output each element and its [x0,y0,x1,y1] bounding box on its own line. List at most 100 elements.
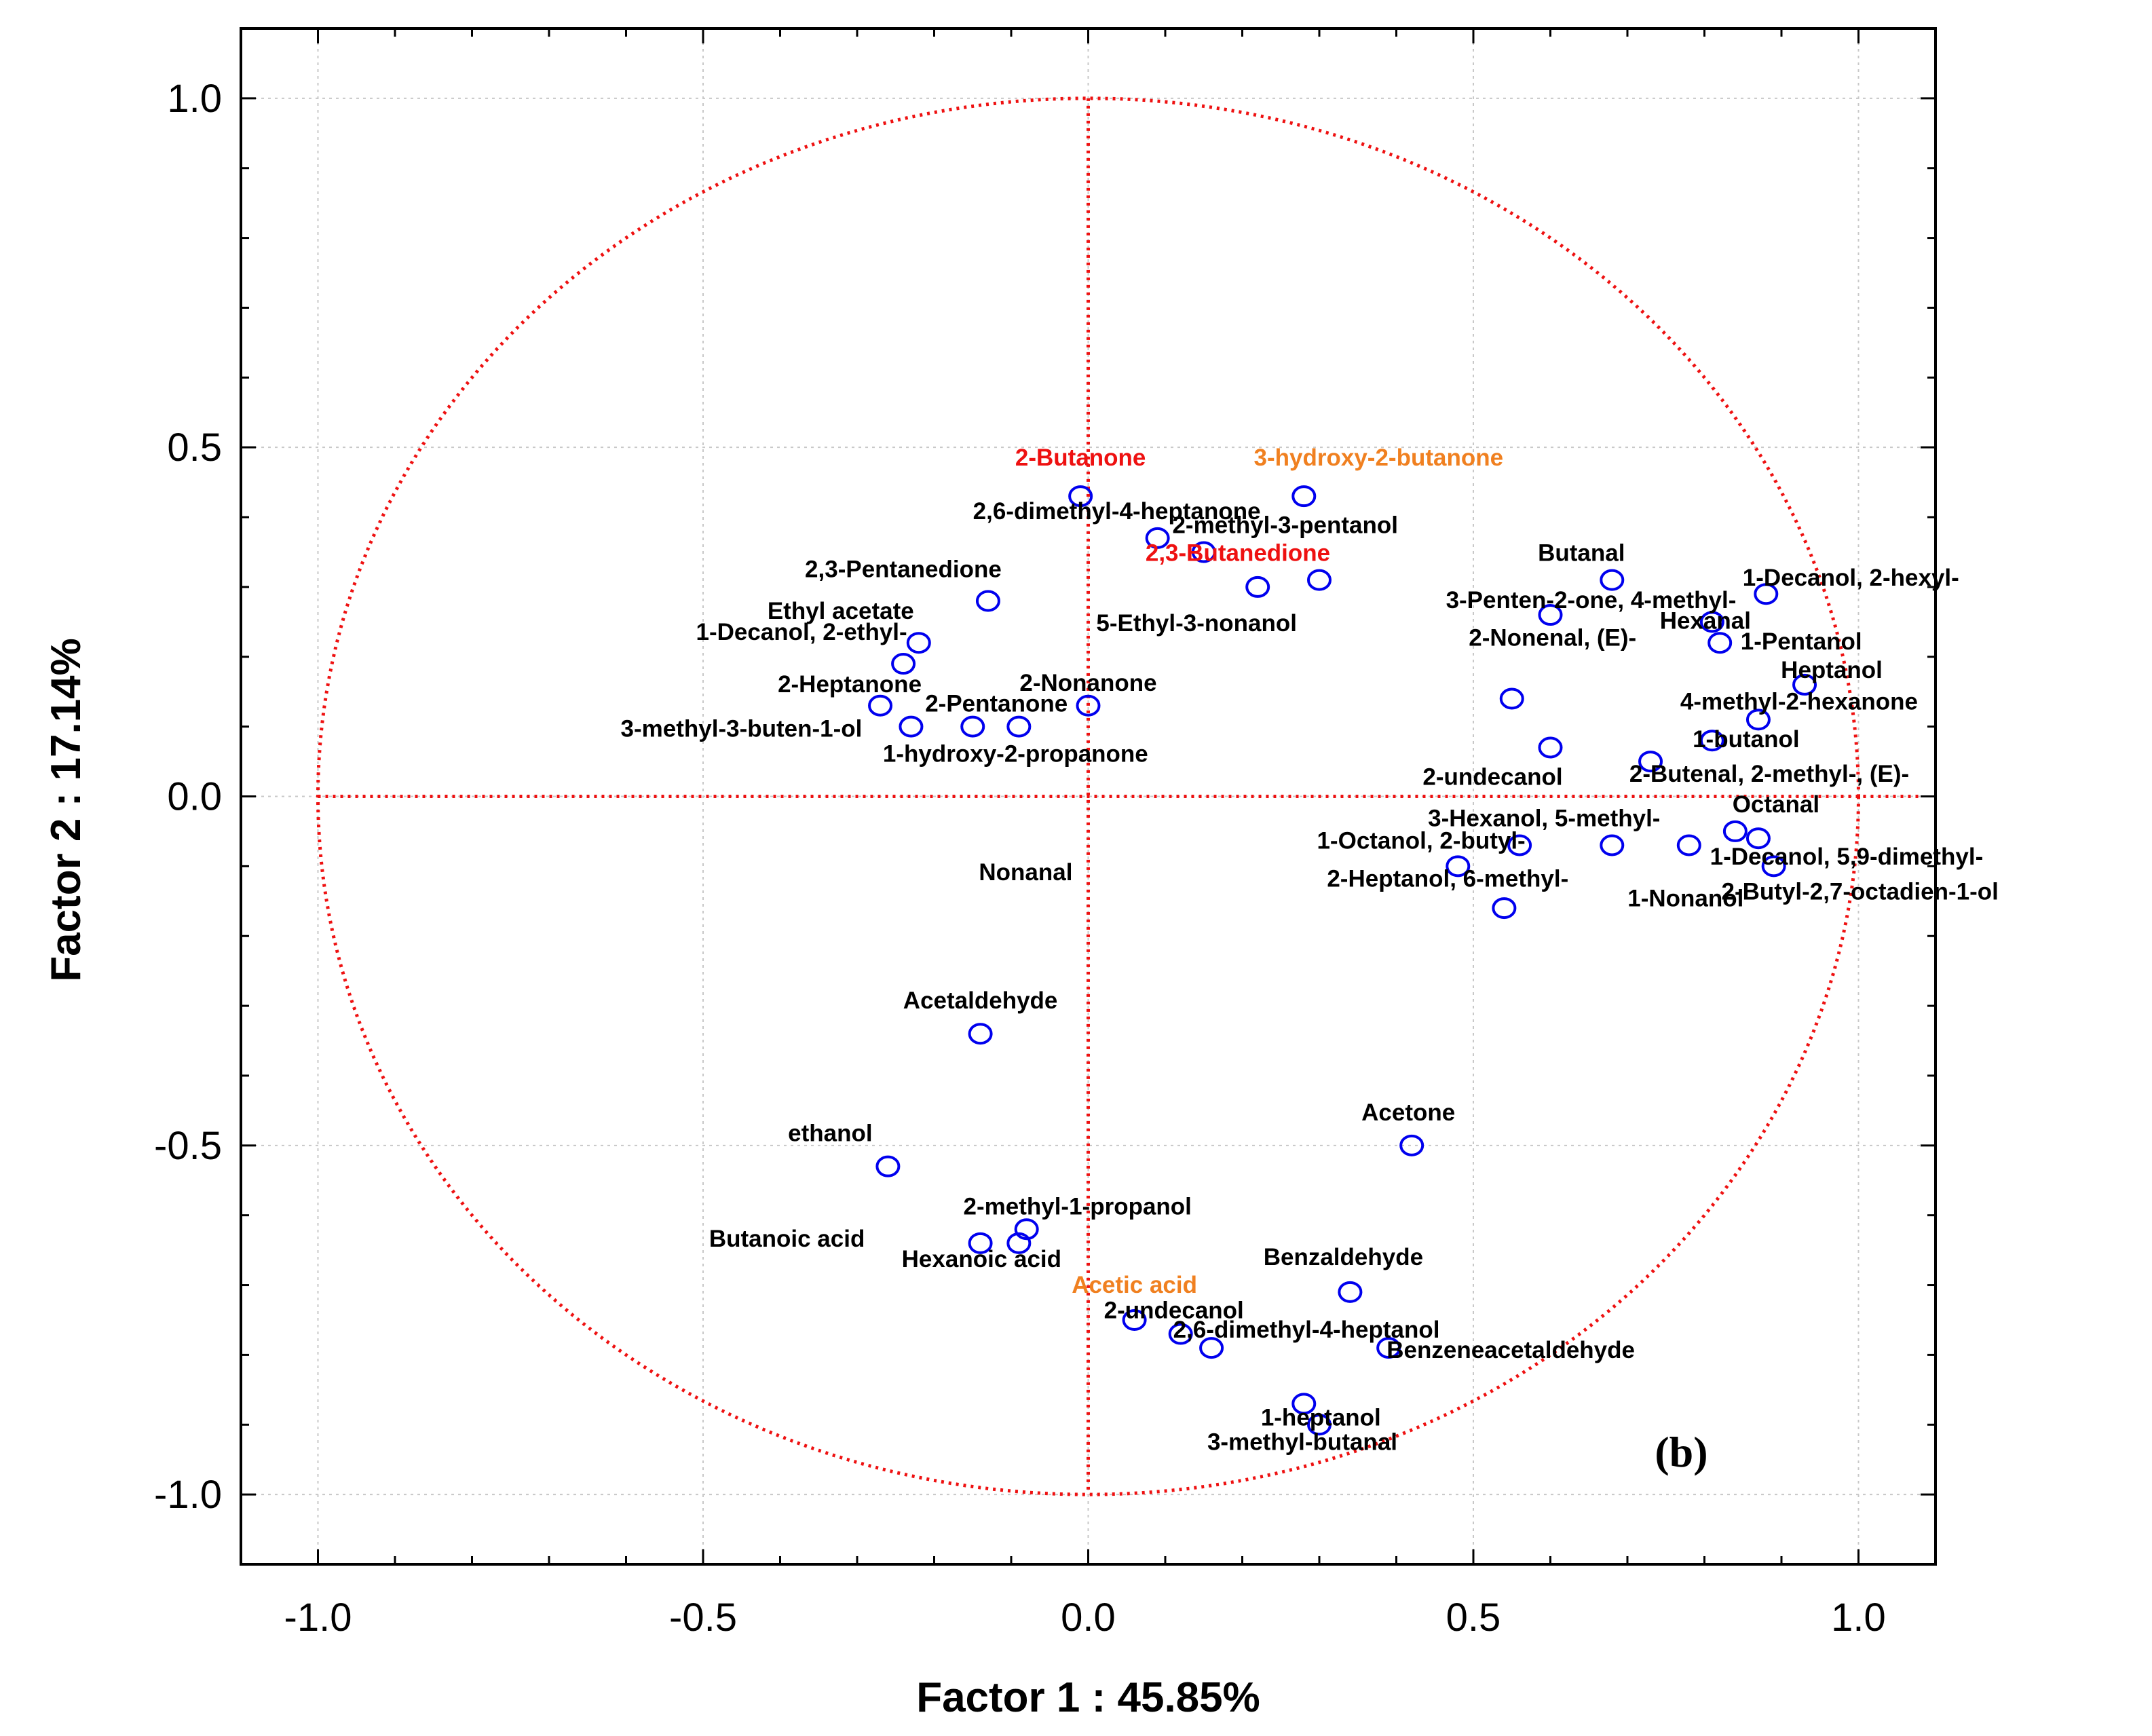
data-point [1761,855,1786,878]
data-label: Hexanoic acid [902,1246,1061,1272]
axis-ticks: -1.0 -0.5 0.0 0.5 1.0 1.0 0.5 0.0 -0.5 -1.0 [154,27,1937,1640]
data-point [1507,834,1532,856]
data-label: 3-methyl-butanal [1207,1429,1397,1455]
x-tick-label: -0.5 [669,1596,737,1640]
data-label: 2-Butyl-2,7-octadien-1-ol [1721,878,1998,905]
data-label: Octanal [1733,791,1819,818]
data-label: 1-hydroxy-2-propanone [883,741,1148,768]
data-label: 2,3-Butanedione [1146,540,1330,567]
data-point [1006,715,1032,738]
data-point [1376,1337,1401,1359]
data-label: 1-Decanol, 5,9-dimethyl- [1710,844,1984,870]
data-point [1014,1218,1039,1241]
data-label: 2-undecanol [1422,763,1562,790]
data-label: 1-Decanol, 2-ethyl- [696,619,907,645]
data-label: 2-Butanone [1015,445,1146,471]
data-label: 3-methyl-3-buten-1-ol [621,716,863,742]
data-label: 2,3-Pentanedione [805,556,1002,582]
data-point [1199,1337,1224,1359]
x-tick-label: 0.0 [1061,1596,1116,1640]
x-tick-label: 0.5 [1446,1596,1501,1640]
data-point [1307,1414,1332,1436]
x-axis-title: Factor 1 : 45.85% [916,1674,1260,1721]
data-label: 2-Nonanone [1019,670,1156,696]
data-label: Butanal [1538,540,1625,567]
x-tick-label: -1.0 [284,1596,352,1640]
data-label: 1-Nonanol [1627,886,1743,912]
data-point [891,653,916,675]
data-label: Benzaldehyde [1264,1244,1423,1270]
data-point [1399,1134,1424,1156]
y-tick-label: -1.0 [154,1473,222,1517]
data-point [1676,834,1701,856]
data-label: Acetic acid [1072,1272,1197,1298]
data-point [1492,897,1517,920]
data-point [1638,751,1663,773]
data-label: 1-Octanol, 2-butyl- [1317,828,1525,854]
data-point [1538,604,1563,626]
y-tick-label: 0.0 [167,775,222,819]
data-label: Ethyl acetate [768,598,914,624]
data-label: Nonanal [979,859,1072,886]
data-point [899,715,924,738]
data-point [1600,834,1625,856]
data-label: 1-Decanol, 2-hexyl- [1743,565,1959,591]
data-label: 1-butanol [1693,726,1799,753]
data-point [1191,541,1216,563]
data-point [1707,632,1733,654]
data-point [1722,820,1748,842]
data-label: 2-methyl-3-pentanol [1172,512,1398,538]
data-label: 2-Nonenal, (E)- [1469,624,1636,651]
y-tick-label: 1.0 [167,77,222,121]
data-label: 4-methyl-2-hexanone [1680,688,1918,715]
data-point [1754,583,1779,605]
data-label: 2-Pentanone [925,691,1068,717]
data-label: ethanol [788,1120,872,1147]
data-point [975,590,1000,612]
data-label: Acetaldehyde [903,987,1058,1014]
data-label: 2-Heptanol, 6-methyl- [1327,865,1568,892]
data-point [1245,575,1270,598]
data-point [1745,709,1771,731]
data-label: 1-Pentanol [1741,628,1862,655]
data-label: Acetone [1361,1099,1455,1126]
data-label: 1-heptanol [1261,1404,1381,1431]
data-label: 2-methyl-1-propanol [963,1193,1191,1220]
data-point [1338,1281,1363,1303]
data-point [1076,694,1101,717]
data-point [1122,1308,1147,1331]
data-point [875,1155,901,1177]
data-point [1499,687,1524,710]
data-label: 2-undecanol [1104,1298,1244,1324]
data-label: Benzeneacetaldehyde [1386,1337,1635,1363]
data-point [968,1023,993,1045]
unit-circle [316,96,1921,1496]
y-axis-title: Factor 2 : 17.14% [43,638,90,982]
data-point [1792,673,1817,696]
y-tick-label: 0.5 [167,426,222,470]
data-point [960,715,985,738]
data-point [1699,730,1724,752]
data-label: 3-hydroxy-2-butanone [1254,445,1504,471]
data-label: 2,6-dimethyl-4-heptanone [973,498,1261,525]
data-point [1446,855,1471,878]
data-point [1699,611,1724,633]
data-point [906,632,931,654]
data-point [1291,1393,1317,1415]
data-point [1145,527,1170,549]
data-point [1168,1323,1193,1345]
data-point [968,1232,993,1254]
y-tick-label: -0.5 [154,1124,222,1168]
data-label: Butanoic acid [709,1226,865,1252]
data-point [1600,569,1625,591]
x-tick-label: 1.0 [1831,1596,1886,1640]
data-point [868,694,893,717]
data-points [868,485,1817,1436]
data-label: 3-Hexanol, 5-methyl- [1428,806,1660,832]
data-label: 2-Heptanone [778,671,922,698]
data-point [1068,485,1093,508]
data-label: 2,6-dimethyl-4-heptanol [1173,1317,1440,1343]
data-point [1745,827,1771,850]
